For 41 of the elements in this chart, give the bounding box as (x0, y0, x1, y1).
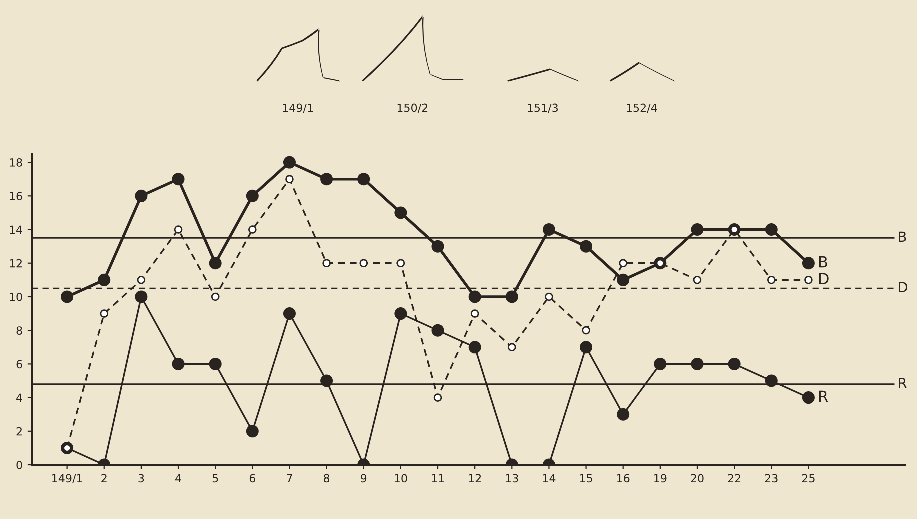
x-tick-label: 25 (802, 474, 815, 483)
x-tick-label: 9 (361, 474, 367, 483)
x-tick-label: 2 (102, 474, 107, 482)
series-label: B (819, 256, 828, 268)
x-tick-label: 23 (765, 474, 778, 483)
series-label: R (819, 390, 828, 402)
x-tick-label: 6 (250, 474, 256, 483)
y-tick-label: 18 (10, 158, 22, 167)
x-tick-label: 14 (543, 474, 556, 482)
y-tick-label: 8 (16, 326, 22, 335)
text: 151/3 (528, 104, 558, 114)
x-tick-label: 15 (580, 474, 592, 483)
y-tick-label: 4 (16, 394, 22, 402)
text: 149/1 (283, 104, 314, 114)
y-tick-label: 0 (16, 461, 22, 470)
y-tick-label: 12 (10, 259, 22, 268)
y-tick-label: 14 (10, 226, 22, 234)
text: 150/2 (398, 104, 428, 114)
x-tick-label: 10 (395, 474, 408, 483)
x-tick-label: 20 (691, 474, 704, 483)
y-tick-label: 2 (16, 427, 22, 436)
x-tick-label: 19 (654, 474, 667, 483)
ref-line-label: R (899, 378, 907, 388)
x-tick-label: 4 (176, 474, 182, 482)
ref-line-label: D (899, 282, 908, 292)
y-tick-label: 6 (16, 360, 22, 369)
y-tick-label: 16 (10, 192, 22, 201)
x-tick-label: 149/1 (52, 474, 82, 484)
x-tick-label: 7 (287, 474, 292, 482)
ref-line-label: B (899, 232, 906, 242)
x-tick-label: 3 (138, 474, 144, 483)
x-tick-label: 12 (469, 474, 482, 482)
text: 152/4 (627, 104, 658, 114)
x-tick-label: 16 (618, 474, 630, 483)
x-tick-label: 8 (324, 474, 330, 483)
x-tick-label: 22 (728, 474, 741, 482)
x-tick-label: 5 (212, 474, 218, 483)
x-tick-label: 11 (432, 474, 444, 482)
y-tick-label: 10 (10, 292, 22, 302)
x-tick-label: 13 (506, 474, 518, 483)
series-label: D (819, 273, 829, 284)
